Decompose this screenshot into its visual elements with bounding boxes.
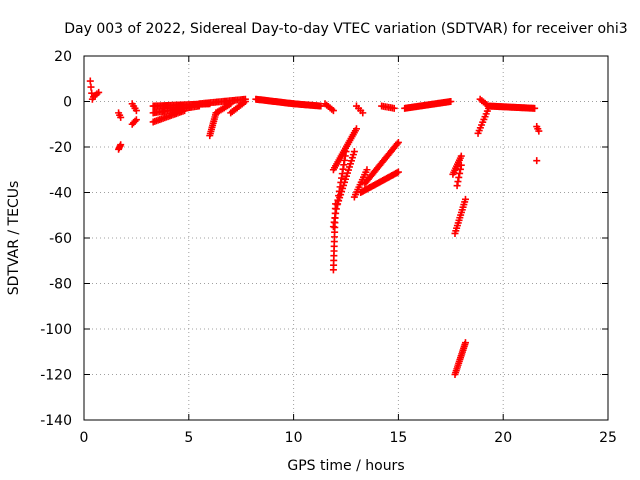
data-point — [390, 104, 398, 112]
data-point — [87, 83, 95, 91]
x-tick-label: 5 — [184, 430, 193, 446]
y-axis-label: SDTVAR / TECUs — [6, 181, 22, 296]
y-tick-label: 20 — [54, 49, 72, 65]
data-points — [86, 77, 543, 378]
data-point — [363, 166, 371, 174]
data-point — [132, 116, 140, 124]
data-point — [454, 178, 462, 186]
x-tick-label: 10 — [285, 430, 303, 446]
y-tick-label: -40 — [49, 186, 72, 202]
chart-title: Day 003 of 2022, Sidereal Day-to-day VTE… — [64, 21, 627, 37]
data-point — [352, 125, 360, 133]
data-point — [457, 161, 465, 169]
data-point — [394, 168, 402, 176]
data-point — [535, 127, 543, 135]
data-point — [227, 100, 235, 108]
data-point — [533, 157, 541, 165]
data-point — [86, 77, 94, 85]
data-point — [132, 107, 140, 115]
data-point — [461, 195, 469, 203]
data-point — [456, 165, 464, 173]
data-point — [241, 98, 249, 105]
y-tick-label: -140 — [40, 413, 72, 429]
data-point — [350, 148, 358, 156]
data-point — [181, 107, 189, 115]
data-point — [456, 169, 464, 177]
data-point — [394, 138, 402, 146]
data-point — [393, 140, 401, 148]
y-tick-label: -80 — [49, 277, 72, 293]
x-tick-label: 15 — [389, 430, 407, 446]
y-tick-label: 0 — [63, 95, 72, 111]
data-point — [457, 152, 465, 160]
data-point — [95, 88, 103, 96]
x-tick-label: 25 — [599, 430, 617, 446]
data-point — [317, 102, 325, 110]
grid — [84, 56, 608, 420]
data-point — [447, 98, 455, 105]
data-point — [329, 107, 337, 115]
y-tick-label: -100 — [40, 322, 72, 338]
data-point — [461, 339, 469, 347]
data-point — [453, 182, 461, 190]
y-tick-label: -60 — [49, 231, 72, 247]
data-point — [117, 113, 125, 121]
data-point — [531, 104, 539, 112]
x-axis-label: GPS time / hours — [287, 458, 404, 474]
x-tick-label: 20 — [494, 430, 512, 446]
y-tick-label: -120 — [40, 368, 72, 384]
y-tick-label: -20 — [49, 140, 72, 156]
x-tick-label: 0 — [80, 430, 89, 446]
ticks: 0 5 10 15 20 25 -140 -120 -100 -80 -60 -40 -20 0 20 — [40, 49, 617, 446]
data-point — [131, 117, 139, 125]
data-point — [117, 141, 125, 149]
data-point — [359, 109, 367, 117]
data-point — [455, 173, 463, 181]
